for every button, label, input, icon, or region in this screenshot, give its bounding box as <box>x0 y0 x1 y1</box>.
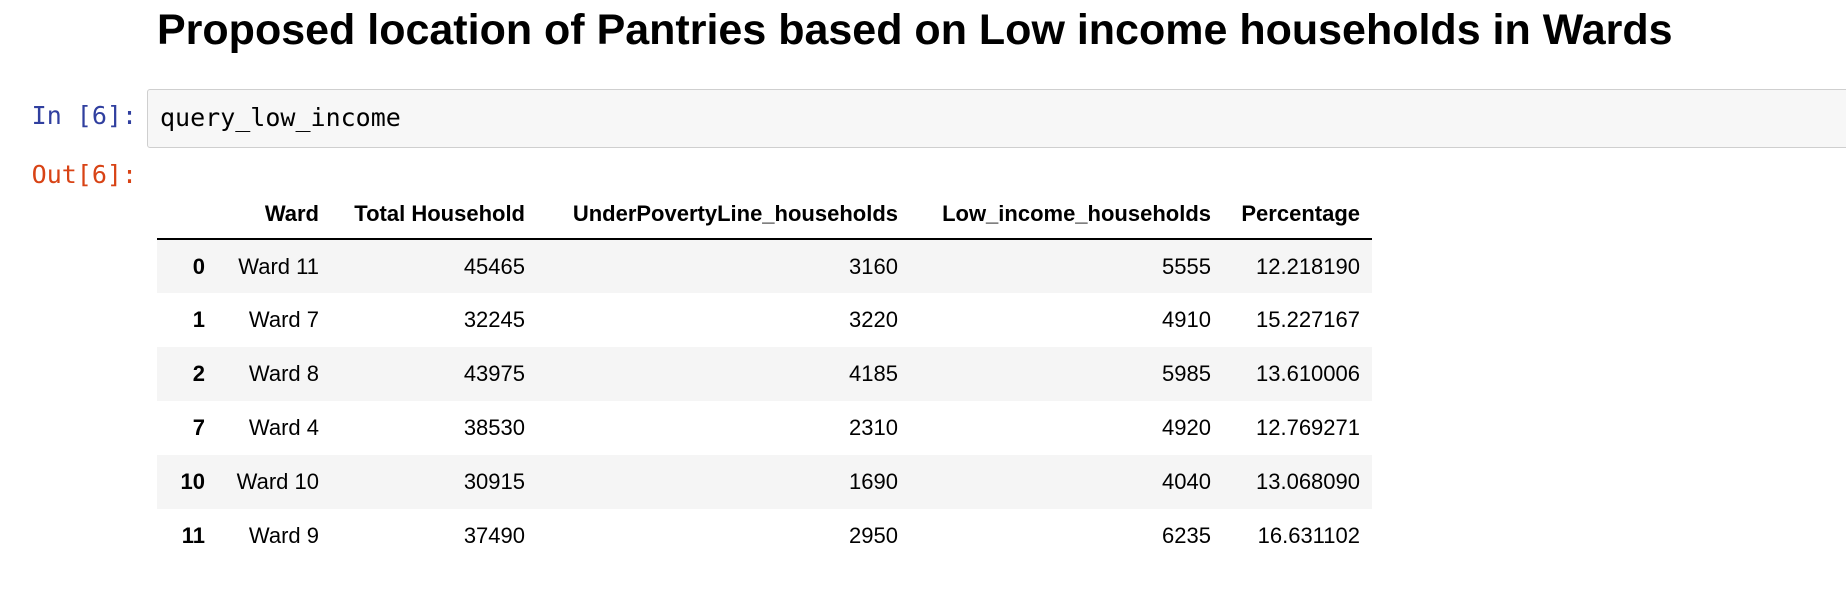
cell-total-household: 30915 <box>463 469 525 494</box>
row-index: 1 <box>192 307 205 332</box>
table-row: 2 Ward 8 43975 4185 5985 13.610006 <box>157 347 1372 401</box>
table-row: 0 Ward 11 45465 3160 5555 12.218190 <box>157 239 1372 293</box>
cell-under-poverty: 4185 <box>849 361 898 386</box>
cell-percentage: 12.218190 <box>1256 253 1360 279</box>
cell-low-income: 5555 <box>1162 253 1211 279</box>
row-index: 2 <box>192 361 205 386</box>
row-index: 7 <box>192 415 205 440</box>
cell-under-poverty: 1690 <box>849 469 898 494</box>
cell-total-household: 43975 <box>463 361 525 386</box>
cell-ward: Ward 4 <box>248 415 319 440</box>
cell-percentage: 13.610006 <box>1256 361 1360 386</box>
markdown-heading: Proposed location of Pantries based on L… <box>157 6 1673 54</box>
cell-total-household: 45465 <box>463 253 525 279</box>
cell-percentage: 16.631102 <box>1257 523 1360 548</box>
cell-low-income: 5985 <box>1162 361 1211 386</box>
column-header-under-poverty: UnderPovertyLine_households <box>537 190 910 240</box>
code-input-area[interactable]: query_low_income <box>147 89 1846 148</box>
row-index: 0 <box>192 253 205 279</box>
dataframe-table: Ward Total Household UnderPovertyLine_ho… <box>157 190 1372 563</box>
table-row: 1 Ward 7 32245 3220 4910 15.227167 <box>157 293 1372 347</box>
cell-low-income: 6235 <box>1162 523 1211 548</box>
table-row: 11 Ward 9 37490 2950 6235 16.631102 <box>157 509 1372 563</box>
cell-percentage: 13.068090 <box>1256 469 1360 494</box>
input-prompt: In [6]: <box>31 101 137 130</box>
cell-under-poverty: 3220 <box>849 307 898 332</box>
column-header-total-household: Total Household <box>331 190 537 240</box>
table-header-row: Ward Total Household UnderPovertyLine_ho… <box>157 190 1372 240</box>
column-header-low-income: Low_income_households <box>910 190 1223 240</box>
cell-ward: Ward 11 <box>238 253 319 279</box>
cell-ward: Ward 8 <box>248 361 319 386</box>
cell-under-poverty: 3160 <box>849 253 898 279</box>
table-row: 10 Ward 10 30915 1690 4040 13.068090 <box>157 455 1372 509</box>
cell-total-household: 32245 <box>463 307 525 332</box>
cell-total-household: 37490 <box>463 523 525 548</box>
cell-total-household: 38530 <box>463 415 525 440</box>
column-header-percentage: Percentage <box>1223 190 1372 240</box>
cell-ward: Ward 10 <box>236 469 319 494</box>
cell-under-poverty: 2310 <box>849 415 898 440</box>
cell-percentage: 15.227167 <box>1256 307 1360 332</box>
cell-low-income: 4910 <box>1162 307 1211 332</box>
column-header-ward: Ward <box>217 190 331 240</box>
cell-under-poverty: 2950 <box>849 523 898 548</box>
column-header-index <box>157 190 217 240</box>
row-index: 11 <box>181 523 205 548</box>
output-prompt: Out[6]: <box>31 160 137 189</box>
cell-low-income: 4920 <box>1162 415 1211 440</box>
row-index: 10 <box>180 469 205 494</box>
cell-low-income: 4040 <box>1162 469 1211 494</box>
code-text[interactable]: query_low_income <box>160 103 401 132</box>
table-row: 7 Ward 4 38530 2310 4920 12.769271 <box>157 401 1372 455</box>
cell-ward: Ward 7 <box>248 307 319 332</box>
cell-ward: Ward 9 <box>248 523 319 548</box>
cell-percentage: 12.769271 <box>1256 415 1360 440</box>
